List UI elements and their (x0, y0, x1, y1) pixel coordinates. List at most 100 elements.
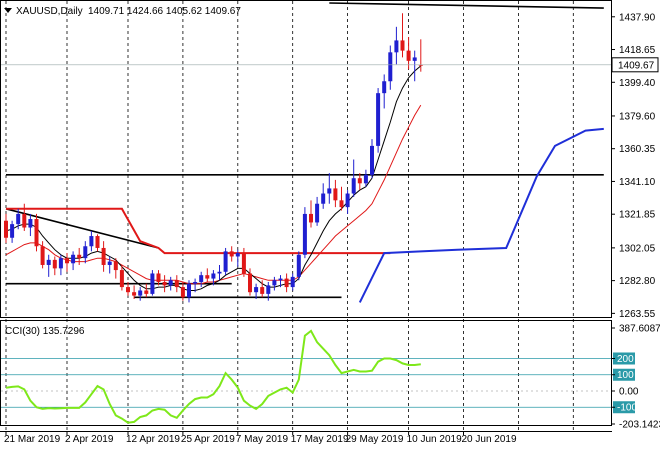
candle-body (156, 273, 161, 282)
price-axis: 1437.90 1418.65 1399.40 1379.60 1360.35 1341.… (1, 12, 659, 320)
date-tick-label: 29 May 2019 (346, 434, 404, 445)
cci-label: CCI(30) 135.7296 (5, 326, 85, 337)
candle-body (309, 213, 313, 223)
indicator-frame (0, 320, 612, 426)
cci-level-badge (613, 368, 635, 381)
candle-body (351, 178, 356, 194)
candle-body (400, 40, 405, 51)
date-tick-label: 21 Mar 2019 (4, 434, 61, 445)
cci-level-badge (613, 352, 635, 365)
candle-body (241, 253, 246, 274)
candle-body (16, 213, 21, 225)
cci-levels (1, 358, 611, 408)
candle-body (95, 236, 100, 248)
price-tick-label: 1302.05 (619, 243, 656, 254)
date-tick-label: 25 Apr 2019 (181, 434, 235, 445)
price-tick-label: 1341.10 (619, 177, 656, 188)
candle-body (126, 287, 130, 293)
candle-body (58, 258, 63, 269)
menu-triangle-icon[interactable] (4, 8, 12, 13)
candle-body (370, 145, 374, 175)
cci-tick-label: 387.6087 (619, 324, 660, 335)
candle-body (119, 270, 124, 288)
cci-tick-label: 0.00 (619, 386, 639, 397)
cci-axis: 387.6087 200 100 0.00 -100 -203.1423 (611, 324, 660, 431)
cci-series (5, 329, 421, 424)
candle-body (211, 273, 216, 279)
price-tick-label: 1418.65 (619, 45, 656, 56)
price-tick-label: 1379.60 (619, 111, 656, 122)
candle-body (229, 251, 234, 257)
candle-body (266, 285, 271, 294)
header: XAUUSD,Daily 1409.71 1424.66 1405.62 140… (4, 6, 241, 17)
stop-line-down (6, 207, 391, 255)
candle-body (205, 275, 210, 279)
candle-body (363, 174, 368, 184)
candle-body (34, 219, 39, 247)
candle-body (89, 236, 94, 247)
candle-body (254, 287, 259, 293)
candle-body (52, 259, 57, 269)
candle-body (388, 52, 393, 82)
candle-body (113, 261, 118, 271)
date-tick-label: 7 May 2019 (236, 434, 289, 445)
candle-body (290, 276, 295, 288)
candle-body (394, 40, 399, 53)
date-tick-label: 17 May 2019 (291, 434, 349, 445)
candle-body (193, 281, 198, 284)
candle-body (4, 220, 8, 238)
symbol-label: XAUUSD,Daily (16, 6, 83, 17)
price-tick-label: 1399.40 (619, 78, 656, 89)
price-tick-label: 1437.90 (619, 12, 656, 23)
candle-body (223, 251, 228, 272)
candle-body (376, 93, 381, 146)
candle-body (132, 292, 137, 296)
cci-tick-label: -203.1423 (619, 420, 660, 431)
stop-line-up (358, 127, 604, 303)
price-tick-label: 1282.80 (619, 276, 656, 287)
candle-body (321, 193, 326, 204)
ohlc-values: 1409.71 1424.66 1405.62 1409.67 (88, 6, 241, 17)
candle-body (339, 200, 344, 208)
candle-body (187, 283, 191, 298)
candle-body (46, 259, 51, 265)
date-tick-label: 10 Jun 2019 (407, 434, 462, 445)
candle-body (162, 281, 167, 286)
date-tick-label: 12 Apr 2019 (126, 434, 180, 445)
cci-tick-label: 200 (617, 354, 634, 365)
candle-body (168, 280, 173, 286)
candle-body (382, 81, 387, 94)
cci-tick-label: 100 (617, 370, 634, 381)
cci-line (5, 329, 421, 424)
candle-body (412, 57, 417, 61)
cci-level-badge (613, 401, 635, 414)
candle-body (101, 247, 106, 265)
candle-body (235, 253, 240, 257)
candle-body (278, 278, 283, 281)
candle-body (418, 64, 423, 66)
candle-body (180, 287, 185, 298)
date-axis: 21 Mar 2019 2 Apr 2019 12 Apr 2019 25 Apr 2… (4, 431, 517, 445)
candle-body (77, 254, 82, 259)
candle-body (302, 213, 307, 255)
trend-line (329, 2, 604, 9)
candle-body (65, 258, 69, 264)
candle-body (345, 193, 350, 208)
candle-body (199, 275, 204, 282)
candle-body (357, 178, 362, 184)
current-price-box (611, 57, 659, 73)
candle-body (107, 261, 112, 265)
candle-body (248, 273, 252, 293)
candle-body (327, 188, 332, 194)
candle-body (144, 290, 149, 294)
price-tick-label: 1321.85 (619, 210, 656, 221)
candle-body (406, 50, 411, 61)
cci-tick-label: -100 (617, 403, 637, 414)
candle-body (260, 287, 265, 294)
candle-body (333, 188, 338, 201)
current-price-label: 1409.67 (618, 60, 655, 71)
candle-body (217, 271, 222, 274)
candle-body (272, 280, 277, 286)
candle-body (284, 278, 289, 288)
